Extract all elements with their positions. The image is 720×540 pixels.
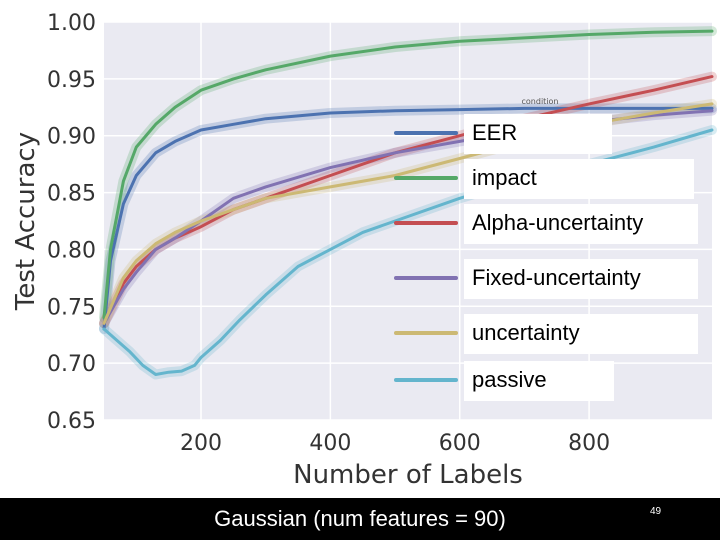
y-tick-labels: 0.65 0.70 0.75 0.80 0.85 0.90 0.95 1.00: [47, 11, 96, 434]
footer-bar: Gaussian (num features = 90) 49: [0, 498, 720, 540]
y-tick-label: 1.00: [47, 11, 96, 36]
legend-entry-impact: impact: [464, 159, 694, 199]
y-tick-label: 0.80: [47, 238, 96, 263]
legend-entry-eer: EER: [464, 114, 612, 154]
series-line-eer: [102, 106, 714, 331]
x-tick-label: 200: [180, 431, 222, 456]
legend-entry-alpha-uncertainty: Alpha-uncertainty: [464, 204, 698, 244]
chart: 0.65 0.70 0.75 0.80 0.85 0.90 0.95 1.00 200 400 6…: [11, 11, 717, 490]
y-tick-label: 0.75: [47, 295, 96, 320]
y-tick-label: 0.90: [47, 125, 96, 150]
slide-caption: Gaussian (num features = 90): [214, 506, 506, 531]
y-tick-label: 0.95: [47, 68, 96, 93]
series-line-impact: [102, 29, 714, 320]
x-tick-label: 600: [439, 431, 481, 456]
legend-title: condition: [522, 97, 559, 106]
x-tick-label: 400: [309, 431, 351, 456]
legend-swatches: [394, 131, 458, 382]
y-tick-label: 0.85: [47, 182, 96, 207]
x-tick-labels: 200 400 600 800: [180, 431, 610, 456]
x-axis-label: Number of Labels: [293, 460, 523, 490]
y-axis-label: Test Accuracy: [11, 132, 41, 311]
legend-entry-passive: passive: [464, 361, 614, 401]
legend-entry-fixed-uncertainty: Fixed-uncertainty: [464, 259, 698, 299]
page-number: 49: [650, 506, 662, 517]
y-tick-label: 0.65: [47, 409, 96, 434]
legend-entry-uncertainty: uncertainty: [464, 314, 698, 354]
y-tick-label: 0.70: [47, 352, 96, 377]
x-tick-label: 800: [568, 431, 610, 456]
